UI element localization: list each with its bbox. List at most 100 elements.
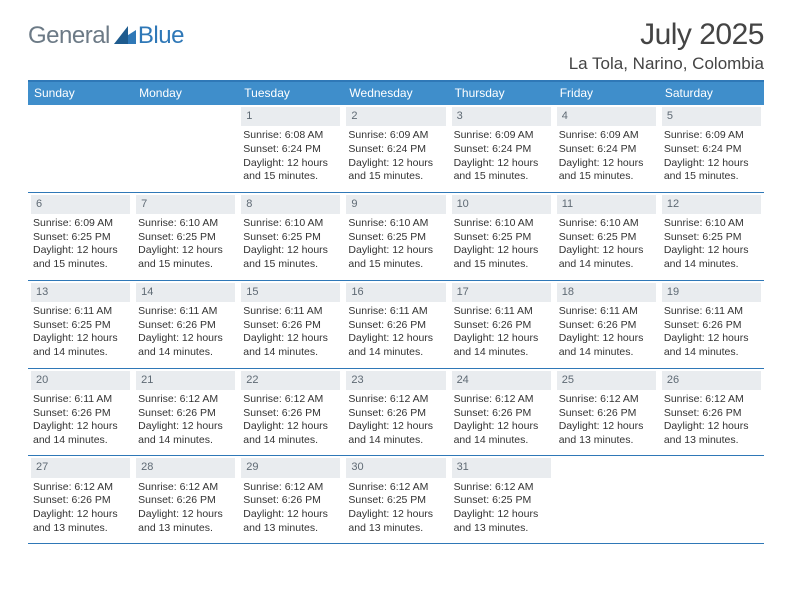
day-info-line: Sunset: 6:25 PM: [346, 494, 445, 508]
day-info-line: Sunset: 6:25 PM: [557, 231, 656, 245]
day-info-line: Sunrise: 6:11 AM: [31, 393, 130, 407]
day-info-line: and 15 minutes.: [241, 258, 340, 272]
day-info-line: Daylight: 12 hours: [31, 332, 130, 346]
day-info-line: Daylight: 12 hours: [346, 420, 445, 434]
day-info-line: and 13 minutes.: [662, 434, 761, 448]
calendar-cell: 23Sunrise: 6:12 AMSunset: 6:26 PMDayligh…: [343, 369, 448, 456]
day-info-line: Sunrise: 6:08 AM: [241, 129, 340, 143]
day-number: 27: [31, 458, 130, 477]
day-info-line: and 15 minutes.: [31, 258, 130, 272]
title-block: July 2025 La Tola, Narino, Colombia: [569, 18, 764, 74]
day-info-line: Sunset: 6:24 PM: [346, 143, 445, 157]
day-info-line: Daylight: 12 hours: [346, 332, 445, 346]
day-number: 30: [346, 458, 445, 477]
day-number: 7: [136, 195, 235, 214]
day-info-line: Sunrise: 6:11 AM: [31, 305, 130, 319]
day-info-line: Sunset: 6:26 PM: [557, 319, 656, 333]
day-info-line: Sunset: 6:25 PM: [662, 231, 761, 245]
day-info-line: and 13 minutes.: [557, 434, 656, 448]
calendar-cell: 28Sunrise: 6:12 AMSunset: 6:26 PMDayligh…: [133, 456, 238, 543]
day-info-line: and 15 minutes.: [557, 170, 656, 184]
calendar-cell: 30Sunrise: 6:12 AMSunset: 6:25 PMDayligh…: [343, 456, 448, 543]
day-info-line: and 14 minutes.: [136, 346, 235, 360]
day-info-line: Sunset: 6:26 PM: [241, 407, 340, 421]
day-info-line: Sunrise: 6:09 AM: [346, 129, 445, 143]
calendar-cell: 2Sunrise: 6:09 AMSunset: 6:24 PMDaylight…: [343, 105, 448, 192]
calendar-cell: 19Sunrise: 6:11 AMSunset: 6:26 PMDayligh…: [659, 281, 764, 368]
day-info-line: Sunrise: 6:12 AM: [557, 393, 656, 407]
day-info-line: Sunset: 6:25 PM: [452, 494, 551, 508]
calendar-week: 6Sunrise: 6:09 AMSunset: 6:25 PMDaylight…: [28, 193, 764, 281]
day-info-line: Sunrise: 6:11 AM: [136, 305, 235, 319]
calendar-week: ..1Sunrise: 6:08 AMSunset: 6:24 PMDaylig…: [28, 105, 764, 193]
day-number: 13: [31, 283, 130, 302]
calendar-body: ..1Sunrise: 6:08 AMSunset: 6:24 PMDaylig…: [28, 105, 764, 544]
day-number: 19: [662, 283, 761, 302]
day-info-line: Sunrise: 6:12 AM: [241, 393, 340, 407]
day-info-line: Sunrise: 6:12 AM: [452, 393, 551, 407]
day-info-line: and 13 minutes.: [136, 522, 235, 536]
day-info-line: and 14 minutes.: [557, 258, 656, 272]
day-info-line: Sunset: 6:25 PM: [452, 231, 551, 245]
day-number: 29: [241, 458, 340, 477]
day-info-line: Sunrise: 6:10 AM: [557, 217, 656, 231]
calendar-cell: 24Sunrise: 6:12 AMSunset: 6:26 PMDayligh…: [449, 369, 554, 456]
day-number: 28: [136, 458, 235, 477]
day-info-line: and 13 minutes.: [452, 522, 551, 536]
day-number: 21: [136, 371, 235, 390]
calendar-cell: 8Sunrise: 6:10 AMSunset: 6:25 PMDaylight…: [238, 193, 343, 280]
day-info-line: Daylight: 12 hours: [557, 157, 656, 171]
day-number: 3: [452, 107, 551, 126]
day-info-line: Sunset: 6:25 PM: [31, 319, 130, 333]
calendar-cell: 9Sunrise: 6:10 AMSunset: 6:25 PMDaylight…: [343, 193, 448, 280]
day-info-line: Daylight: 12 hours: [662, 244, 761, 258]
day-number: 23: [346, 371, 445, 390]
calendar-cell: 13 Sunrise: 6:11 AMSunset: 6:25 PMDayligh…: [28, 281, 133, 368]
day-info-line: and 15 minutes.: [346, 170, 445, 184]
day-info-line: and 15 minutes.: [452, 258, 551, 272]
day-header: Thursday: [449, 82, 554, 105]
calendar-cell: 17Sunrise: 6:11 AMSunset: 6:26 PMDayligh…: [449, 281, 554, 368]
day-header-row: SundayMondayTuesdayWednesdayThursdayFrid…: [28, 82, 764, 105]
day-info-line: Daylight: 12 hours: [31, 244, 130, 258]
day-number: 17: [452, 283, 551, 302]
logo: General Blue: [28, 22, 184, 50]
logo-text-blue: Blue: [138, 22, 184, 50]
day-info-line: Sunset: 6:24 PM: [662, 143, 761, 157]
day-info-line: Daylight: 12 hours: [241, 420, 340, 434]
day-info-line: and 14 minutes.: [346, 346, 445, 360]
day-info-line: Sunset: 6:26 PM: [136, 319, 235, 333]
day-info-line: Sunset: 6:24 PM: [241, 143, 340, 157]
day-info-line: and 15 minutes.: [346, 258, 445, 272]
calendar-cell: 25Sunrise: 6:12 AMSunset: 6:26 PMDayligh…: [554, 369, 659, 456]
day-info-line: and 14 minutes.: [452, 346, 551, 360]
day-number: 6: [31, 195, 130, 214]
calendar-week: 20Sunrise: 6:11 AMSunset: 6:26 PMDayligh…: [28, 369, 764, 457]
calendar-cell: 27Sunrise: 6:12 AMSunset: 6:26 PMDayligh…: [28, 456, 133, 543]
day-info-line: and 13 minutes.: [346, 522, 445, 536]
calendar-cell: 1Sunrise: 6:08 AMSunset: 6:24 PMDaylight…: [238, 105, 343, 192]
header-bar: General Blue July 2025 La Tola, Narino, …: [28, 18, 764, 74]
calendar-cell: 31Sunrise: 6:12 AMSunset: 6:25 PMDayligh…: [449, 456, 554, 543]
day-info-line: Sunrise: 6:09 AM: [31, 217, 130, 231]
day-info-line: and 14 minutes.: [241, 434, 340, 448]
day-number: 16: [346, 283, 445, 302]
day-header: Tuesday: [238, 82, 343, 105]
day-info-line: and 14 minutes.: [241, 346, 340, 360]
day-info-line: Sunset: 6:26 PM: [452, 319, 551, 333]
day-info-line: Sunrise: 6:11 AM: [346, 305, 445, 319]
day-info-line: and 14 minutes.: [31, 434, 130, 448]
day-number: 11: [557, 195, 656, 214]
day-info-line: and 14 minutes.: [136, 434, 235, 448]
day-info-line: and 15 minutes.: [241, 170, 340, 184]
day-info-line: Sunrise: 6:10 AM: [346, 217, 445, 231]
day-info-line: Daylight: 12 hours: [346, 157, 445, 171]
day-info-line: Daylight: 12 hours: [241, 508, 340, 522]
day-info-line: Sunset: 6:25 PM: [31, 231, 130, 245]
day-info-line: Sunrise: 6:12 AM: [136, 393, 235, 407]
day-info-line: Sunrise: 6:09 AM: [557, 129, 656, 143]
day-info-line: Daylight: 12 hours: [662, 332, 761, 346]
calendar-cell: 6 Sunrise: 6:09 AMSunset: 6:25 PMDaylight…: [28, 193, 133, 280]
day-info-line: Daylight: 12 hours: [241, 244, 340, 258]
day-info-line: Daylight: 12 hours: [452, 508, 551, 522]
